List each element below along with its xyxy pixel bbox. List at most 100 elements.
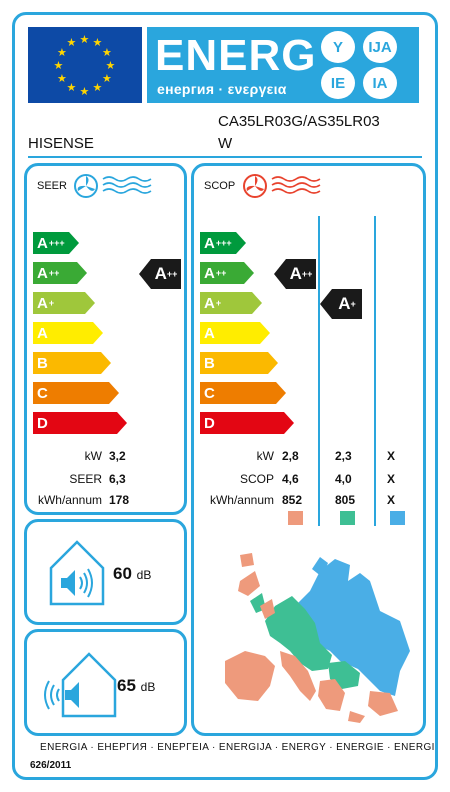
scop-class-letter: D (204, 414, 215, 432)
scop-class-sup: ++ (215, 268, 227, 278)
scop-warm-rating-arrow: A ++ (274, 259, 316, 289)
zone-swatch-cold (390, 511, 405, 525)
seer-class-letter: B (37, 354, 48, 372)
scop-col2-kw: 2,3 (335, 449, 352, 463)
scop-col2-scop: 4,0 (335, 472, 352, 486)
eu-star-icon: ★ (102, 71, 112, 85)
scop-label-scop: SCOP (239, 472, 274, 486)
fan-heating-icon (243, 174, 321, 198)
scop-col1-annual: 852 (282, 493, 303, 507)
energy-header: ENERG енергия · ενεργεια Y IJA IE IA (147, 27, 419, 103)
eu-star-icon: ★ (56, 71, 67, 85)
scop-average-rating-arrow: A + (320, 289, 362, 319)
header-divider (28, 156, 422, 158)
energy-subtitle: енергия · ενεργεια (157, 81, 287, 97)
lang-badge-y: Y (321, 31, 355, 63)
seer-rating-letter: A (154, 264, 167, 283)
eu-star-icon: ★ (102, 45, 112, 59)
scop-label-kw: kW (256, 449, 274, 463)
scop-average-rating-letter: A (338, 294, 351, 313)
scop-col1-scop: 4,6 (282, 472, 299, 486)
supplier-name: HISENSE (28, 135, 94, 152)
seer-class-letter: A (37, 294, 48, 312)
scop-class-letter: A (204, 324, 215, 342)
seer-class-bar: A (33, 322, 103, 344)
scop-class-bar: A (200, 322, 270, 344)
eu-star-icon: ★ (92, 81, 103, 95)
seer-class-letter: A (37, 264, 48, 282)
model-line-1: CA35LR03G/AS35LR03 (218, 113, 380, 130)
eu-star-icon: ★ (79, 32, 90, 46)
outdoor-noise-unit: dB (140, 680, 156, 694)
seer-value-kw: 3,2 (109, 449, 126, 463)
scop-panel: SCOP A +++ A ++ A + A B C D A ++ A + kW 2,8 2,3 X S… (191, 163, 426, 736)
scop-class-letter: B (204, 354, 215, 372)
scop-class-bar: A + (200, 292, 262, 314)
lang-badge-ie: IE (321, 67, 355, 99)
seer-class-sup: ++ (48, 268, 60, 278)
scop-class-bar: D (200, 412, 294, 434)
seer-class-letter: C (37, 384, 48, 402)
scop-warm-rating-letter: A (289, 264, 302, 283)
seer-rating-sup: ++ (166, 269, 178, 279)
eu-star-icon: ★ (79, 84, 90, 98)
eu-star-icon: ★ (66, 81, 77, 95)
footer-regulation: 626/2011 (30, 760, 72, 771)
scop-class-letter: A (204, 294, 215, 312)
scop-class-sup: + (215, 298, 222, 308)
scop-warm-rating-sup: ++ (301, 269, 313, 279)
scop-class-bar: C (200, 382, 286, 404)
lang-badge-ia: IA (363, 67, 397, 99)
scop-col3-annual: X (387, 493, 396, 507)
scop-column-divider-1 (318, 216, 320, 526)
eu-star-icon: ★ (66, 35, 77, 49)
energy-word: ENERG (155, 31, 317, 80)
seer-class-sup: + (48, 298, 55, 308)
scop-col1-kw: 2,8 (282, 449, 299, 463)
scop-class-bar: A ++ (200, 262, 254, 284)
outdoor-noise-panel: 65 dB (24, 629, 187, 736)
seer-title: SEER (37, 180, 67, 192)
indoor-noise-panel: 60 dB (24, 519, 187, 625)
seer-value-annual: 178 (109, 493, 130, 507)
seer-class-bar: A + (33, 292, 95, 314)
seer-label-annual: kWh/annum (37, 493, 102, 507)
scop-col3-kw: X (387, 449, 396, 463)
eu-star-icon: ★ (92, 35, 103, 49)
scop-class-letter: A (204, 264, 215, 282)
scop-column-divider-2 (374, 216, 376, 526)
seer-label-seer: SEER (69, 472, 102, 486)
seer-class-letter: A (37, 324, 48, 342)
scop-col2-annual: 805 (335, 493, 356, 507)
scop-average-rating-sup: + (350, 299, 356, 309)
scop-class-bar: B (200, 352, 278, 374)
eu-star-icon: ★ (56, 45, 67, 59)
seer-class-bar: A +++ (33, 232, 79, 254)
zone-swatch-average (340, 511, 355, 525)
indoor-noise-number: 60 (113, 564, 132, 583)
indoor-noise-unit: dB (136, 568, 152, 582)
seer-class-letter: D (37, 414, 48, 432)
model-identifier: CA35LR03G/AS35LR03 W (218, 111, 380, 155)
outdoor-noise-number: 65 (117, 676, 136, 695)
seer-panel: SEER A +++ A ++ A + A B C D A ++ kW 3,2 SEER 6,3 k… (24, 163, 187, 515)
scop-title: SCOP (204, 180, 236, 192)
footer-languages: ENERGIA · ЕНЕРГИЯ · ΕΝΕΡΓΕΙΑ · ENERGIJA … (40, 742, 435, 753)
seer-class-letter: A (37, 234, 48, 252)
seer-label-kw: kW (84, 449, 102, 463)
fan-cooling-icon (74, 174, 152, 198)
eu-star-icon: ★ (53, 58, 64, 72)
outdoor-speaker-icon (44, 652, 117, 718)
seer-value-seer: 6,3 (109, 472, 126, 486)
scop-class-letter: C (204, 384, 215, 402)
model-line-2: W (218, 135, 233, 152)
eu-flag: ★ ★ ★ ★ ★ ★ ★ ★ ★ ★ ★ ★ (28, 27, 142, 103)
europe-map-icon (225, 553, 410, 723)
seer-class-bar: D (33, 412, 127, 434)
lang-badge-ija: IJA (363, 31, 397, 63)
indoor-noise-value: 60 dB (113, 564, 151, 584)
scop-label-annual: kWh/annum (209, 493, 274, 507)
scop-class-letter: A (204, 234, 215, 252)
outdoor-noise-value: 65 dB (117, 676, 155, 696)
indoor-speaker-icon (49, 540, 105, 606)
